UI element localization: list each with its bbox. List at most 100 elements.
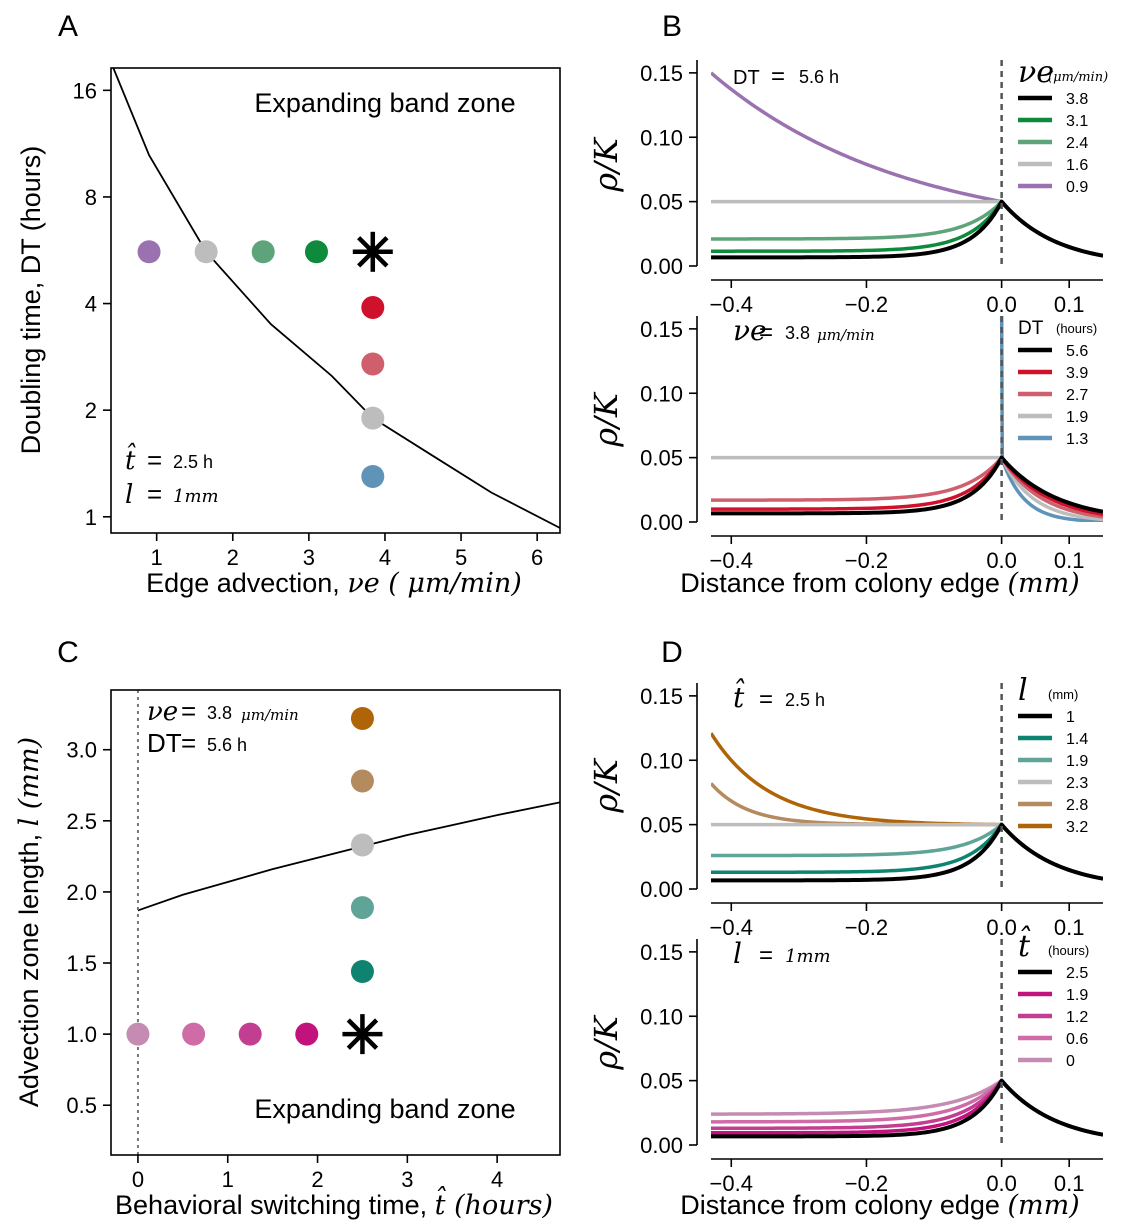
legend-title-unit: (hours) bbox=[1056, 321, 1097, 336]
x-tick-label: −0.4 bbox=[710, 292, 753, 317]
legend-entry: 2.8 bbox=[1066, 797, 1088, 814]
param-equals: = bbox=[181, 696, 196, 726]
legend-entry: 1.2 bbox=[1066, 1009, 1088, 1026]
y-tick-label: 2.0 bbox=[66, 880, 97, 905]
panel-label: C bbox=[57, 636, 79, 669]
x-tick-label: 2 bbox=[311, 1167, 323, 1192]
series-group bbox=[711, 1078, 1103, 1139]
x-tick-label: 0.1 bbox=[1054, 915, 1085, 940]
x-tick-label: 0.1 bbox=[1054, 548, 1085, 573]
x-tick-label: −0.2 bbox=[845, 915, 888, 940]
x-axis-label-math: νe ( μm/min) bbox=[347, 568, 522, 599]
y-tick-label: 0.05 bbox=[640, 1069, 683, 1094]
note-value: 2.5 h bbox=[785, 690, 825, 710]
legend-entry: 0.6 bbox=[1066, 1031, 1088, 1048]
y-axis-label: ρ/K bbox=[587, 136, 625, 193]
x-tick-label: −0.2 bbox=[845, 292, 888, 317]
x-axis-label-math: (mm) bbox=[1007, 1190, 1079, 1221]
x-tick-label: 0.0 bbox=[986, 915, 1017, 940]
param-symbol: l bbox=[125, 480, 133, 510]
data-point bbox=[361, 352, 385, 376]
y-tick-label: 0.15 bbox=[640, 684, 683, 709]
legend-title-symbol: νe bbox=[1018, 55, 1054, 90]
legend-title-unit: (mm) bbox=[1048, 687, 1078, 702]
panel-C: 0 1 2 3 4 0.5 1.0 1.5 2.0 2.5 3.0 Expanding band zo… bbox=[14, 636, 561, 1221]
series-line bbox=[999, 316, 1103, 522]
series-group bbox=[711, 732, 1103, 883]
y-tick-label: 0.15 bbox=[640, 317, 683, 342]
series-line bbox=[711, 1078, 1103, 1139]
y-tick-label: 0.15 bbox=[640, 940, 683, 965]
x-axis-label-text: Behavioral switching time, bbox=[115, 1190, 435, 1220]
y-axis-label: Advection zone length, l (mm) bbox=[14, 737, 45, 1107]
legend-title-unit: (μm/min) bbox=[1048, 70, 1108, 85]
panel-D2: −0.4 −0.2 0.0 0.1 0.00 0.05 0.10 0.15 ρ/K l = 1mm t̂… bbox=[587, 925, 1103, 1221]
param-value: 2.5 h bbox=[173, 452, 213, 472]
legend-entry: 1.3 bbox=[1066, 431, 1088, 448]
data-point bbox=[361, 295, 385, 319]
y-axis-label: ρ/K bbox=[587, 757, 625, 814]
star-stroke bbox=[357, 236, 389, 268]
x-axis-label-math: (mm) bbox=[1007, 568, 1079, 599]
y-axis-label-text: Doubling time, DT (hours) bbox=[16, 146, 46, 455]
reference-star bbox=[342, 1014, 383, 1055]
x-tick-label: −0.4 bbox=[710, 548, 753, 573]
x-tick-label: 2 bbox=[227, 545, 239, 570]
zone-annotation: Expanding band zone bbox=[254, 1094, 515, 1124]
y-tick-label: 16 bbox=[73, 78, 97, 103]
note-symbol: DT bbox=[733, 67, 760, 89]
data-point bbox=[350, 833, 374, 857]
reference-star bbox=[352, 231, 393, 272]
data-point bbox=[304, 240, 328, 264]
note-symbol: t̂ bbox=[733, 679, 745, 714]
x-axis-label-text: Edge advection, bbox=[146, 568, 347, 598]
note-value: 5.6 h bbox=[799, 67, 839, 87]
y-tick-label: 0.00 bbox=[640, 254, 683, 279]
boundary-curve bbox=[137, 801, 560, 912]
plot-frame bbox=[110, 689, 561, 1156]
panel-label: B bbox=[662, 10, 682, 43]
zone-annotation: Expanding band zone bbox=[254, 88, 515, 118]
plot-frame bbox=[110, 67, 561, 534]
param-equals: = bbox=[147, 479, 162, 509]
data-point bbox=[350, 960, 374, 984]
series-line bbox=[711, 822, 1103, 883]
series-line bbox=[711, 1078, 1103, 1137]
y-axis-label-text: Advection zone length, bbox=[14, 826, 44, 1107]
legend-entry: 2.7 bbox=[1066, 387, 1088, 404]
legend-entry: 3.1 bbox=[1066, 113, 1088, 130]
legend-entry: 1.6 bbox=[1066, 157, 1088, 174]
y-tick-label: 1 bbox=[85, 505, 97, 530]
x-tick-label: 4 bbox=[491, 1167, 503, 1192]
legend-entry: 1 bbox=[1066, 709, 1075, 726]
y-tick-label: 0.10 bbox=[640, 381, 683, 406]
y-tick-label: 4 bbox=[85, 292, 97, 317]
y-tick-label: 0.05 bbox=[640, 446, 683, 471]
y-tick-label: 0.05 bbox=[640, 190, 683, 215]
series-group bbox=[711, 316, 1103, 522]
series-line bbox=[711, 455, 1103, 517]
x-tick-label: −0.4 bbox=[710, 915, 753, 940]
x-axis-label-math: t̂ (hours) bbox=[435, 1186, 553, 1221]
x-tick-label: 1 bbox=[151, 545, 163, 570]
data-point bbox=[137, 240, 161, 264]
x-tick-label: 6 bbox=[531, 545, 543, 570]
y-tick-label: 0.15 bbox=[640, 61, 683, 86]
legend-entry: 2.3 bbox=[1066, 775, 1088, 792]
legend-entry: 0.9 bbox=[1066, 179, 1088, 196]
x-axis-label: Distance from colony edge (mm) bbox=[680, 568, 1079, 599]
panel-B1: −0.4 −0.2 0.0 0.1 0.00 0.05 0.10 0.15 ρ/K DT = 5.6 … bbox=[587, 10, 1108, 317]
panel-label: D bbox=[661, 636, 683, 669]
y-tick-label: 0.10 bbox=[640, 1004, 683, 1029]
star-stroke bbox=[346, 1018, 379, 1050]
y-tick-label: 1.0 bbox=[66, 1022, 97, 1047]
legend-entry: 2.5 bbox=[1066, 965, 1088, 982]
x-tick-label: 3 bbox=[303, 545, 315, 570]
x-tick-label: −0.4 bbox=[710, 1171, 753, 1196]
x-axis-label-text: Distance from colony edge bbox=[680, 1190, 1007, 1220]
data-point bbox=[350, 896, 374, 920]
y-tick-label: 0.00 bbox=[640, 1133, 683, 1158]
note-symbol: νe bbox=[733, 314, 767, 347]
param-unit: μm/min bbox=[241, 706, 299, 724]
